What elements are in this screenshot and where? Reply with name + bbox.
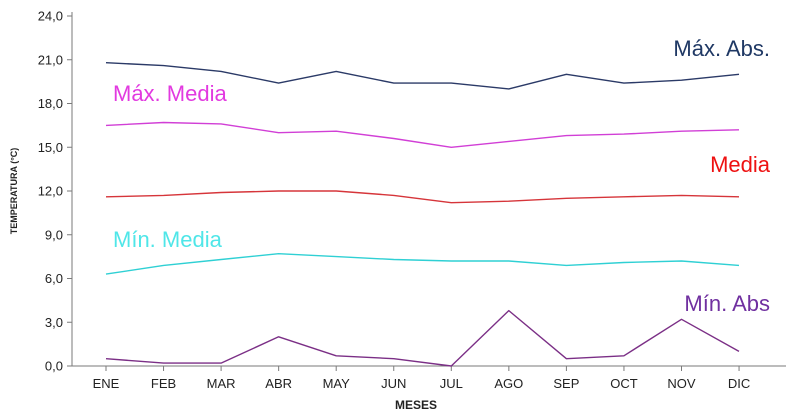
y-tick-label: 6,0 (45, 271, 63, 286)
y-tick-label: 9,0 (45, 227, 63, 242)
series-label-max-abs: Máx. Abs. (673, 36, 770, 61)
x-tick-label: DIC (728, 376, 750, 391)
series-line-media (105, 190, 740, 204)
y-tick-label: 18,0 (38, 96, 63, 111)
x-tick-label: ABR (265, 376, 292, 391)
series-label-min-media: Mín. Media (113, 227, 223, 252)
series-line-max-abs (105, 62, 740, 90)
y-axis-title: TEMPERATURA (°C) (9, 148, 19, 235)
series-line-max-media (105, 121, 740, 149)
x-tick-label: OCT (610, 376, 638, 391)
y-tick-label: 3,0 (45, 315, 63, 330)
y-tick-label: 24,0 (38, 9, 63, 24)
x-tick-label: SEP (553, 376, 579, 391)
x-tick-label: AGO (494, 376, 523, 391)
x-tick-label: MAR (207, 376, 236, 391)
y-tick-label: 12,0 (38, 184, 63, 199)
series-lines (105, 62, 740, 367)
series-line-min-abs (105, 309, 740, 367)
x-tick-label: ENE (93, 376, 120, 391)
series-labels: Máx. Abs. Máx. Media Media Mín. Media Mín. A… (113, 36, 771, 316)
series-label-max-media: Máx. Media (113, 81, 227, 106)
series-label-min-abs: Mín. Abs (684, 291, 770, 316)
x-tick-label: MAY (323, 376, 351, 391)
x-tick-label: FEB (151, 376, 176, 391)
y-tick-label: 21,0 (38, 52, 63, 67)
x-tick-label: JUN (381, 376, 406, 391)
x-tick-label: NOV (667, 376, 696, 391)
x-axis-title: MESES (395, 398, 437, 412)
x-tick-label: JUL (440, 376, 463, 391)
y-tick-label: 0,0 (45, 359, 63, 374)
y-tick-label: 15,0 (38, 140, 63, 155)
series-label-media: Media (710, 152, 771, 177)
chart-axes: 0,0 3,0 6,0 9,0 12,0 15,0 18,0 21,0 24,0 ENE FEB MA… (38, 9, 786, 391)
series-line-min-media (105, 252, 740, 275)
